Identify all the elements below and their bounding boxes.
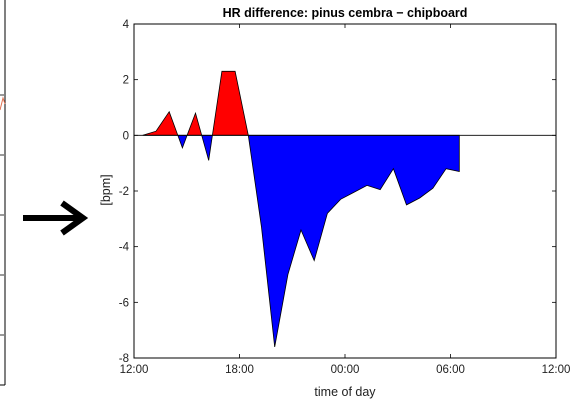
y-axis-label: [bpm] <box>99 174 113 205</box>
y-tick-label: -2 <box>119 186 129 198</box>
y-tick-label: 2 <box>123 75 129 87</box>
y-tick-label: -4 <box>119 242 130 254</box>
y-tick-label: 4 <box>123 19 130 31</box>
positive-area-0 <box>142 110 179 136</box>
negative-area-1 <box>177 134 188 150</box>
left-panel-fragment <box>0 0 6 386</box>
x-axis-label: time of day <box>314 385 376 399</box>
x-tick-label: 18:00 <box>225 364 254 376</box>
x-tick-label: 12:00 <box>542 364 571 376</box>
y-tick-label: -8 <box>119 353 129 365</box>
arrow-icon <box>23 200 89 236</box>
negative-area-5 <box>247 134 460 347</box>
positive-area-2 <box>186 111 203 136</box>
chart-title: HR difference: pinus cembra − chipboard <box>223 6 468 20</box>
x-tick-label: 12:00 <box>120 364 149 376</box>
negative-area-3 <box>201 134 213 161</box>
plot-area: -8 -6 -4 -2 0 2 4 12:00 18:00 00:00 06:00 12:00 <box>119 19 571 376</box>
y-tick-label: -6 <box>119 297 129 309</box>
y-tick-label: 0 <box>123 130 129 142</box>
x-tick-label: 00:00 <box>331 364 360 376</box>
x-tick-label: 06:00 <box>436 364 465 376</box>
positive-area-4 <box>211 70 249 136</box>
